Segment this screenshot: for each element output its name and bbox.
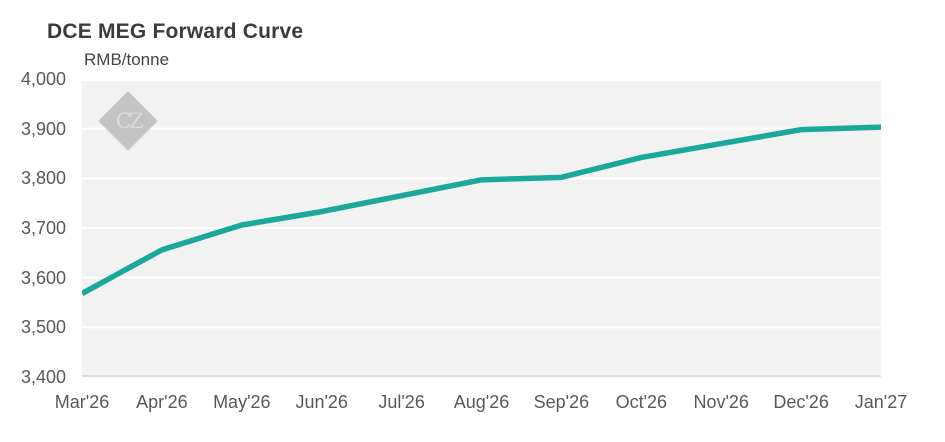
y-tick-label: 3,800 [20, 168, 66, 189]
chart-title: DCE MEG Forward Curve [47, 20, 304, 43]
x-tick-label: Jun'26 [295, 392, 348, 412]
y-tick-label: 3,700 [20, 218, 66, 238]
watermark-text: CZ [115, 108, 141, 133]
x-tick-label: Dec'26 [773, 392, 829, 412]
x-tick-label: Aug'26 [453, 392, 510, 412]
x-tick-label: Jan'27 [854, 392, 908, 412]
x-tick-label: May'26 [213, 392, 271, 412]
forward-curve-chart [82, 79, 881, 377]
x-tick-label: Oct'26 [615, 392, 668, 412]
x-tick-label: Mar'26 [54, 392, 110, 412]
plot-area: CZ [82, 79, 881, 377]
y-axis-labels: 4,000 3,900 3,800 3,700 3,600 3,500 3,400 [0, 69, 66, 387]
x-tick-label: Apr'26 [136, 392, 188, 412]
y-tick-label: 3,500 [20, 317, 66, 338]
chart-units-label: RMB/tonne [84, 50, 170, 69]
y-tick-label: 4,000 [20, 69, 66, 89]
y-tick-label: 3,400 [20, 367, 66, 387]
y-tick-label: 3,900 [20, 118, 66, 139]
x-tick-label: Jul'26 [378, 392, 425, 412]
x-tick-label: Sep'26 [533, 392, 590, 412]
x-tick-label: Nov'26 [693, 392, 749, 412]
y-tick-label: 3,600 [20, 267, 66, 288]
x-axis-labels: Mar'26 Apr'26 May'26 Jun'26 Jul'26 Aug'26 Sep'… [55, 392, 907, 416]
forward-curve-line [82, 124, 881, 296]
